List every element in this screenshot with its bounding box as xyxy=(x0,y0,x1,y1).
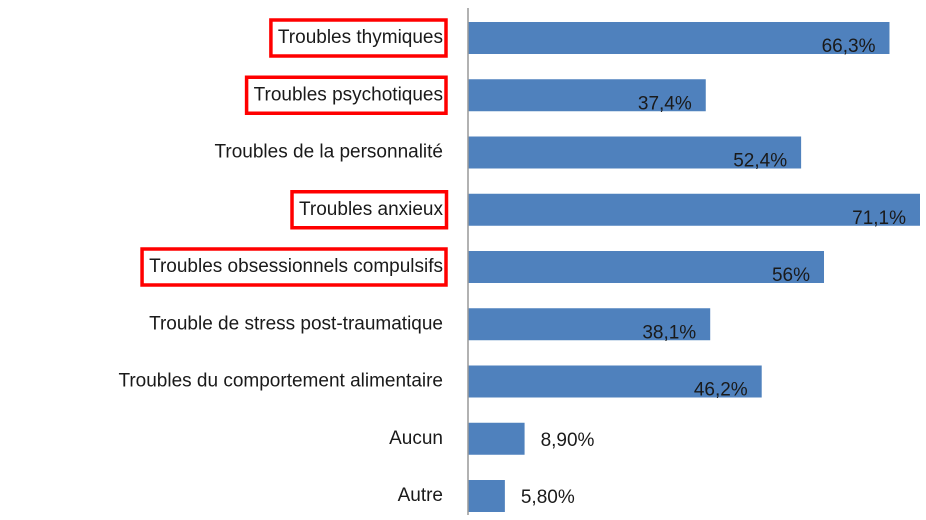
highlight-box xyxy=(244,75,448,115)
bar xyxy=(468,79,706,112)
category-label: Troubles anxieux xyxy=(299,199,443,220)
category-label: Troubles obsessionnels compulsifs xyxy=(149,256,443,277)
highlight-box xyxy=(140,247,448,287)
value-label: 52,4% xyxy=(733,151,787,172)
value-label: 37,4% xyxy=(638,93,692,114)
highlight-box xyxy=(269,18,448,58)
highlight-box xyxy=(290,190,449,230)
category-label: Aucun xyxy=(389,428,443,449)
bar xyxy=(468,193,920,226)
bar xyxy=(468,480,505,512)
category-label: Troubles de la personnalité xyxy=(215,142,444,163)
value-label: 71,1% xyxy=(852,208,906,229)
bar xyxy=(468,308,711,341)
category-label: Trouble de stress post-traumatique xyxy=(149,313,443,334)
category-label: Autre xyxy=(398,485,443,506)
value-label: 46,2% xyxy=(694,380,748,401)
bar xyxy=(468,136,802,169)
bar xyxy=(468,422,525,455)
value-label: 66,3% xyxy=(822,36,876,57)
bar xyxy=(468,22,890,54)
category-label: Troubles psychotiques xyxy=(254,84,443,105)
value-label: 56% xyxy=(772,265,810,286)
value-label: 5,80% xyxy=(521,487,575,508)
bar xyxy=(468,365,762,398)
bar xyxy=(468,251,825,283)
category-label: Troubles du comportement alimentaire xyxy=(118,371,443,392)
category-label: Troubles thymiques xyxy=(278,27,443,48)
value-label: 8,90% xyxy=(541,430,595,451)
value-label: 38,1% xyxy=(642,322,696,343)
